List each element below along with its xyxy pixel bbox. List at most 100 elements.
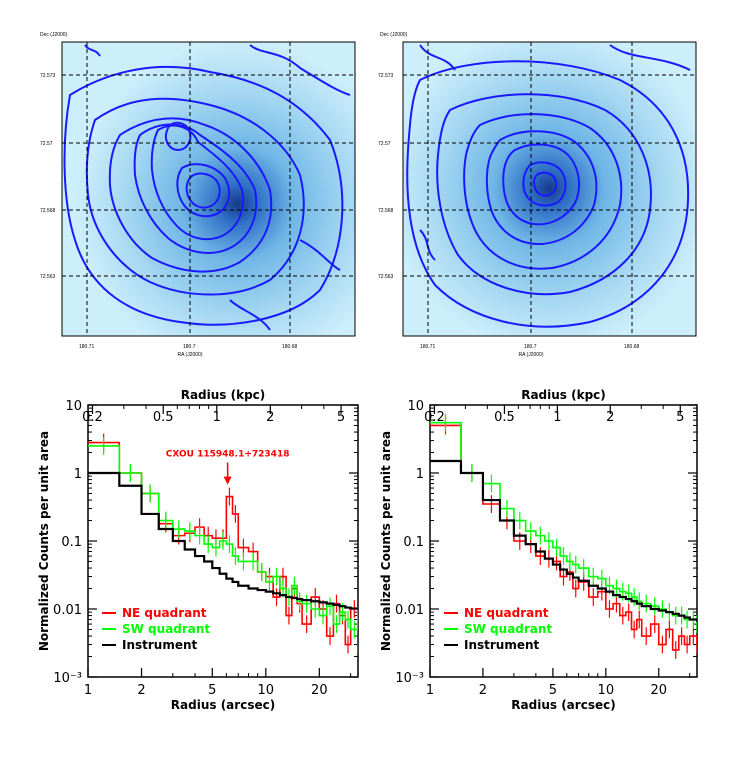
- map-right-ra-tick: 180.7: [524, 344, 537, 350]
- top-tick-label: 5: [676, 410, 684, 425]
- map-left-dec-tick: 72.568: [40, 208, 56, 214]
- y-tick-label: 1: [416, 467, 424, 482]
- contour: [502, 143, 581, 226]
- map-right-dec-tick: 72.573: [378, 73, 394, 79]
- map-right-contours: [406, 44, 691, 328]
- y-tick-label: 10⁻³: [53, 671, 82, 686]
- contour: [229, 299, 271, 331]
- map-left-dec-tick: 72.573: [40, 73, 56, 79]
- y-axis-label: Normalized Counts per unit area: [37, 431, 51, 651]
- x-tick-label: 5: [549, 683, 557, 698]
- y-tick-label: 1: [74, 467, 82, 482]
- series-group: [88, 433, 358, 654]
- contour: [176, 163, 231, 218]
- x-tick-label: 10: [598, 683, 615, 698]
- y-tick-label: 10: [65, 399, 82, 414]
- map-right-grid: [403, 42, 696, 336]
- top-axis-label: Radius (kpc): [181, 388, 266, 402]
- series-instrument: [88, 471, 358, 610]
- annotation-arrow-head: [223, 476, 232, 485]
- x-tick-label: 2: [137, 683, 145, 698]
- map-left-ra-tick: 180.71: [79, 344, 95, 350]
- map-right-image: [403, 42, 696, 336]
- legend-label: NE quadrant: [122, 606, 207, 620]
- y-tick-label: 10: [407, 399, 424, 414]
- top-tick-label: 5: [337, 410, 345, 425]
- map-right-ra-tick: 180.68: [624, 344, 640, 350]
- contour: [85, 97, 305, 296]
- contour: [485, 130, 598, 246]
- map-left-ra-tick: 180.68: [282, 344, 298, 350]
- contour: [609, 44, 691, 71]
- top-tick-label: 0.5: [494, 410, 515, 425]
- map-left-ra-label: RA (J2000): [177, 352, 202, 358]
- y-tick-label: 10⁻³: [395, 671, 424, 686]
- map-left-image: [62, 42, 355, 336]
- y-tick-label: 0.01: [395, 603, 424, 618]
- contour: [108, 117, 273, 273]
- top-tick-label: 1: [213, 410, 221, 425]
- top-tick-label: 0.2: [82, 410, 103, 425]
- map-left-grid: [62, 42, 355, 336]
- y-tick-label: 0.1: [61, 535, 82, 550]
- y-axis-label: Normalized Counts per unit area: [379, 431, 393, 651]
- y-tick-label: 0.01: [53, 603, 82, 618]
- contour: [533, 171, 558, 197]
- map-right-frame: [402, 41, 697, 337]
- map-left-contours: [63, 44, 351, 331]
- x-tick-label: 20: [311, 683, 328, 698]
- map-left-ra-tick: 180.7: [183, 344, 196, 350]
- series-instrument: [430, 459, 697, 622]
- x-axis-label: Radius (arcsec): [511, 698, 615, 712]
- map-right-dec-label: Dec (J2000): [380, 32, 408, 38]
- map-right-dec-tick: 72.563: [378, 274, 394, 280]
- x-tick-label: 2: [479, 683, 487, 698]
- y-tick-label: 0.1: [403, 535, 424, 550]
- x-tick-label: 20: [650, 683, 667, 698]
- top-tick-label: 2: [266, 410, 274, 425]
- legend-label: Instrument: [464, 638, 540, 652]
- map-left-dec-tick: 72.57: [40, 141, 53, 147]
- contour: [436, 93, 652, 296]
- annotation-label: CXOU 115948.1+723418: [166, 450, 290, 460]
- top-tick-label: 0.5: [153, 410, 174, 425]
- contour: [164, 121, 192, 152]
- series-group: [430, 413, 697, 659]
- map-right-dec-tick: 72.568: [378, 208, 394, 214]
- x-tick-label: 1: [84, 683, 92, 698]
- legend-label: Instrument: [122, 638, 198, 652]
- contour: [84, 44, 101, 57]
- map-right-ra-label: RA (J2000): [518, 352, 543, 358]
- contour: [185, 172, 221, 209]
- x-tick-label: 1: [426, 683, 434, 698]
- map-right: Dec (J2000) 72.573 72.57 72.568 72.563 1…: [378, 32, 697, 358]
- map-left: Dec (J2000) 72.573 72.57 72.568 72.563 1…: [40, 32, 356, 358]
- map-left-dec-tick: 72.563: [40, 274, 56, 280]
- x-axis-label: Radius (arcsec): [171, 698, 275, 712]
- plot-frame: [429, 404, 698, 678]
- contour: [419, 44, 456, 71]
- x-tick-label: 10: [258, 683, 275, 698]
- contour: [299, 239, 341, 271]
- x-tick-label: 5: [208, 683, 216, 698]
- series-sw-quadrant: [430, 421, 697, 625]
- contour: [63, 65, 344, 326]
- legend-label: SW quadrant: [122, 622, 210, 636]
- contour: [150, 124, 244, 241]
- top-axis-label: Radius (kpc): [521, 388, 606, 402]
- legend-label: NE quadrant: [464, 606, 549, 620]
- contour: [406, 60, 690, 328]
- map-right-dec-tick: 72.57: [378, 141, 391, 147]
- top-tick-label: 2: [606, 410, 614, 425]
- map-left-frame: [61, 41, 356, 337]
- legend-label: SW quadrant: [464, 622, 552, 636]
- map-right-ra-tick: 180.71: [420, 344, 436, 350]
- map-left-dec-label: Dec (J2000): [40, 32, 68, 38]
- contour: [249, 44, 351, 96]
- contour: [133, 123, 258, 254]
- top-tick-label: 1: [553, 410, 561, 425]
- contour: [522, 161, 567, 207]
